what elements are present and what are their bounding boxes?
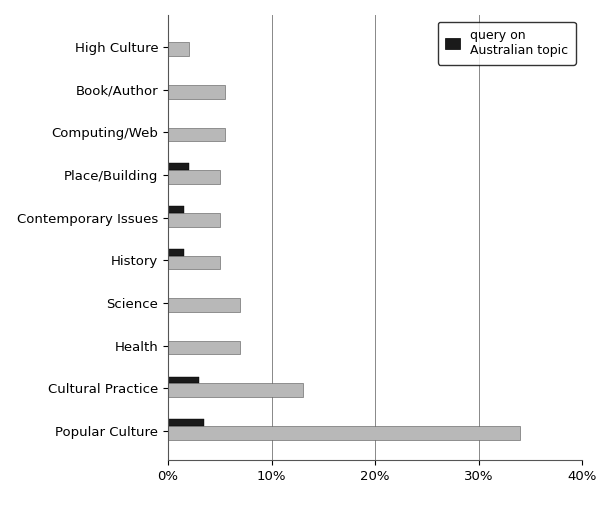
Bar	[168, 164, 189, 170]
Bar	[168, 206, 184, 213]
Bar	[168, 383, 302, 397]
Bar	[168, 298, 241, 312]
Bar	[168, 256, 220, 269]
Bar	[168, 85, 225, 99]
Bar	[168, 170, 220, 184]
Bar	[168, 419, 204, 426]
Bar	[168, 249, 184, 256]
Bar	[168, 426, 520, 439]
Bar	[168, 42, 189, 56]
Bar	[168, 213, 220, 226]
Bar	[168, 128, 225, 141]
Bar	[168, 377, 199, 383]
Legend: query on
Australian topic: query on Australian topic	[437, 21, 576, 64]
Bar	[168, 341, 241, 355]
